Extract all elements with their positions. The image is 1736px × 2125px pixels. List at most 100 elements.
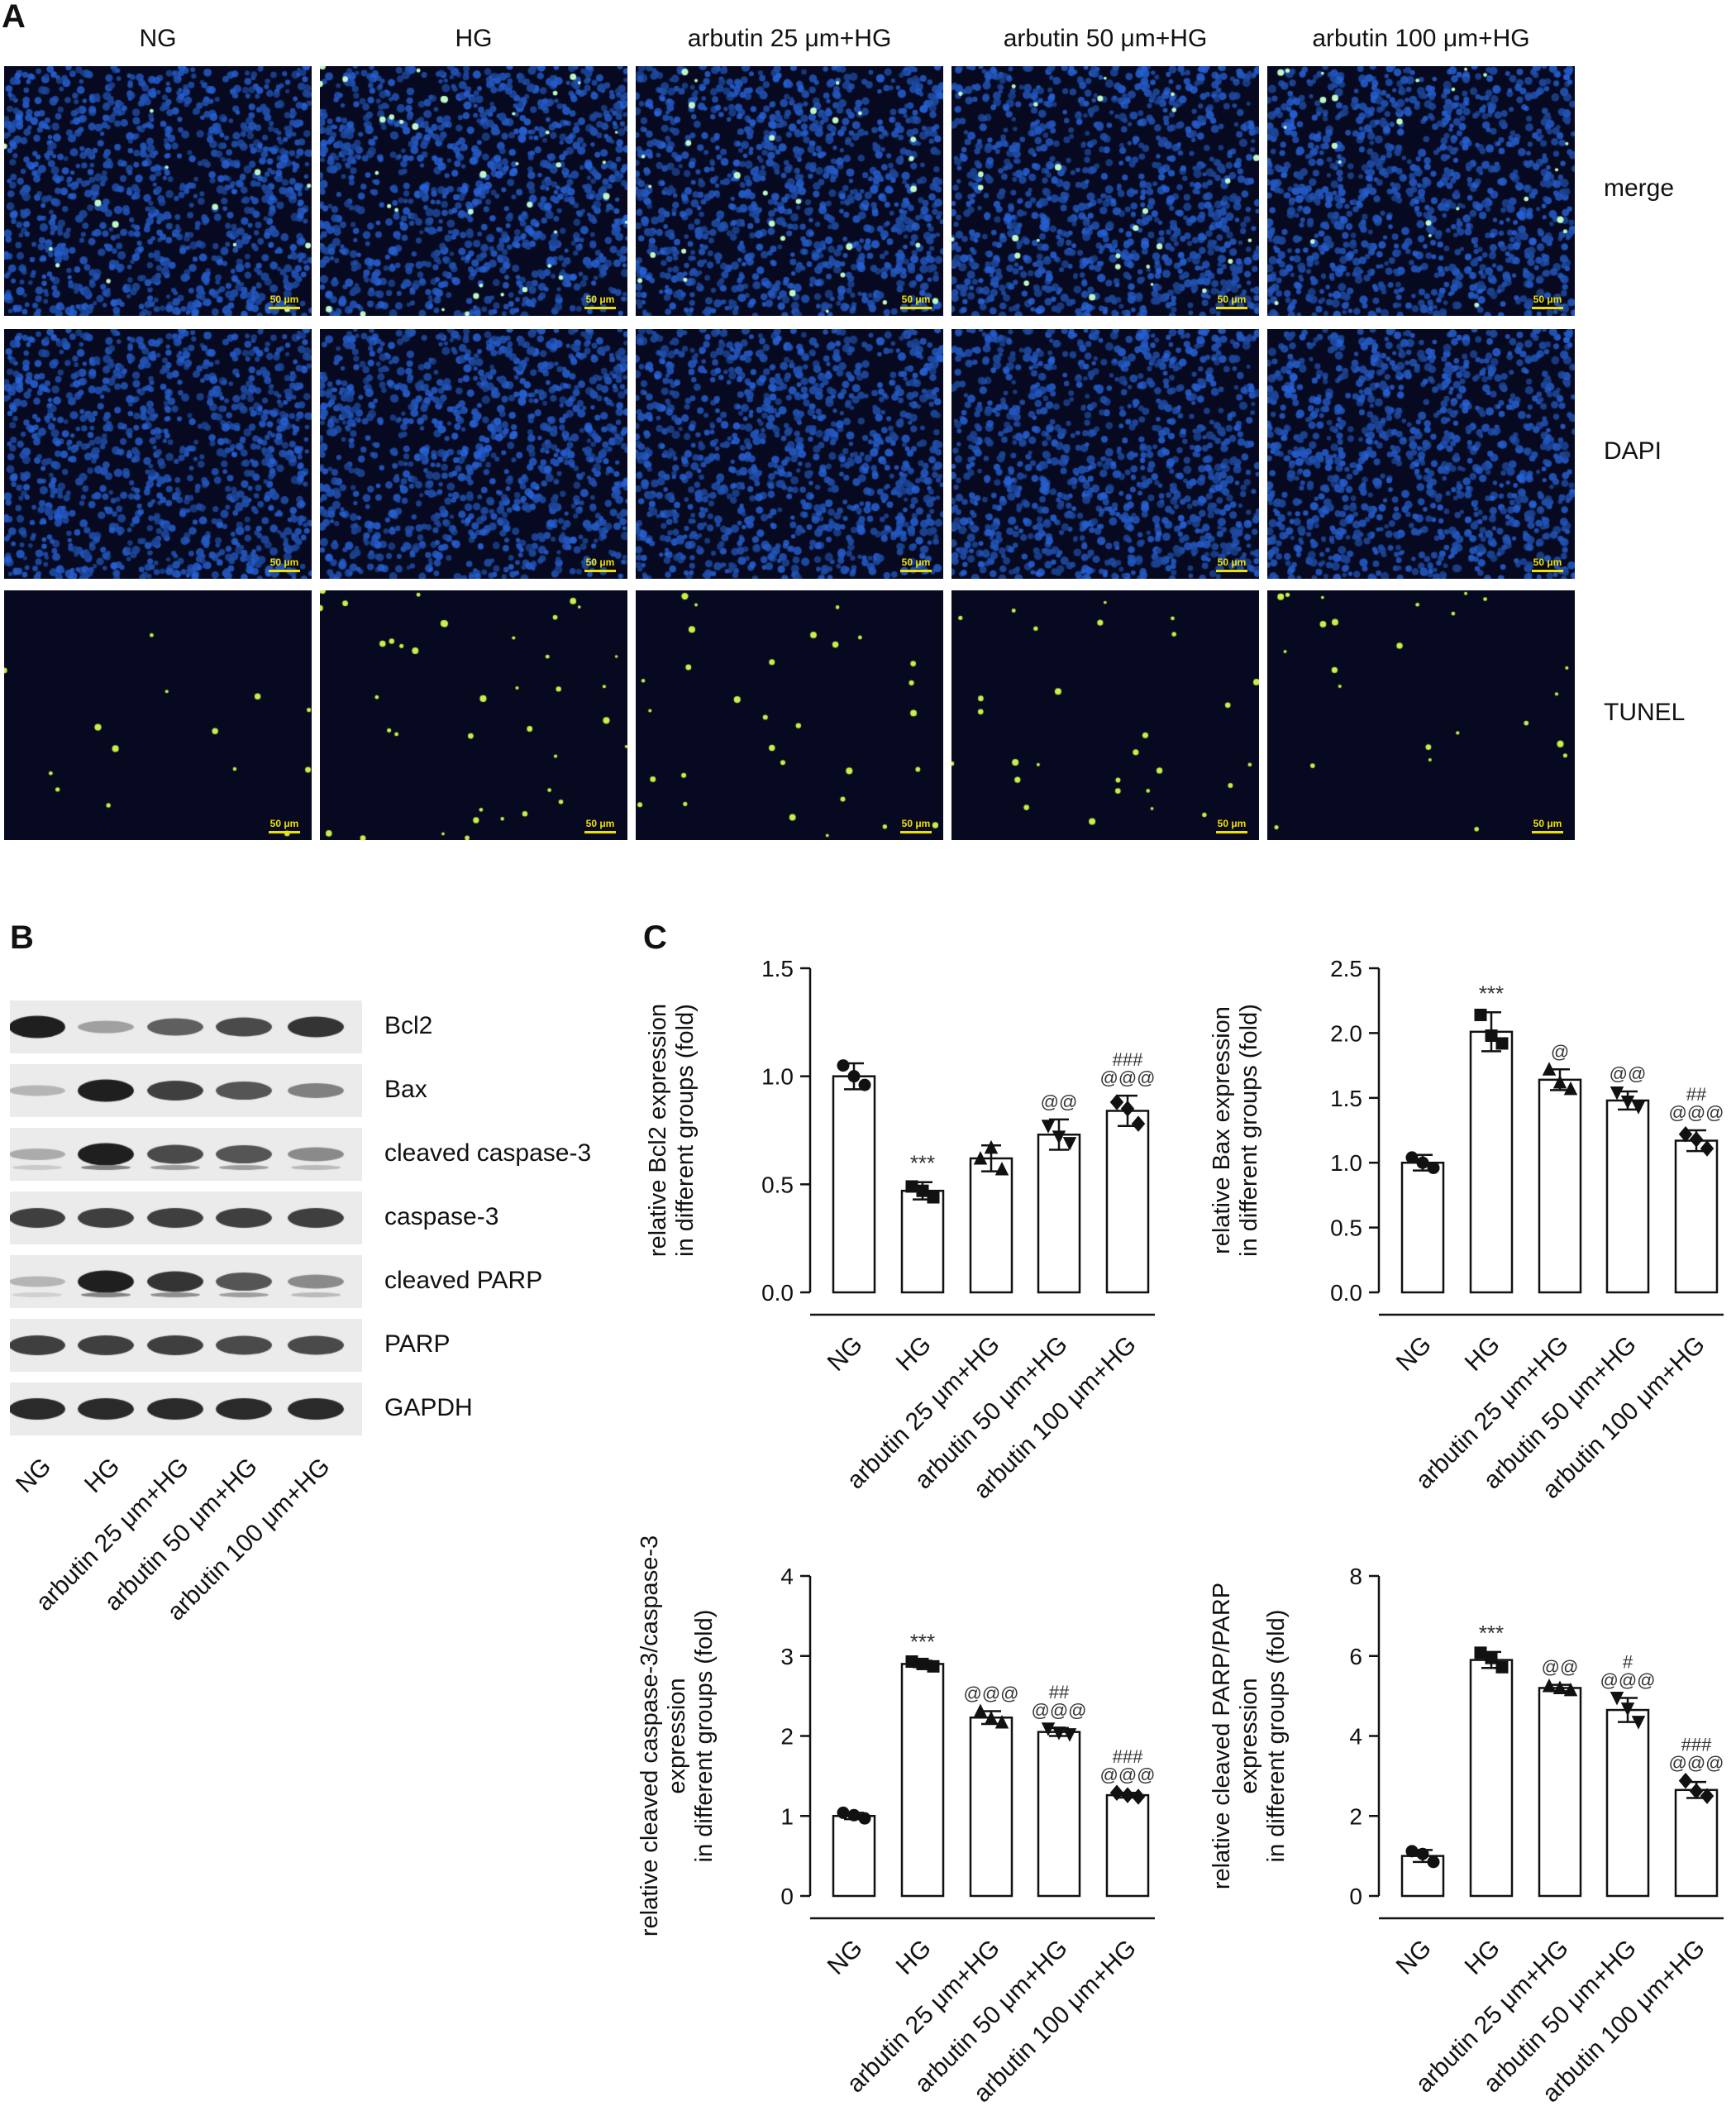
data-point bbox=[973, 1703, 988, 1718]
data-point bbox=[1678, 1772, 1693, 1789]
x-tick-label: arbutin 100 μm+HG bbox=[968, 1331, 1141, 1504]
y-tick-label: 0 bbox=[780, 1884, 794, 1909]
x-tick-label: NG bbox=[1391, 1935, 1437, 1980]
x-tick-label: arbutin 100 μm+HG bbox=[1537, 1935, 1710, 2108]
micrograph-tunel: 50 μm bbox=[4, 590, 312, 840]
data-point bbox=[1610, 1086, 1624, 1101]
scale-bar-label: 50 μm bbox=[1533, 294, 1562, 305]
data-point bbox=[858, 1078, 871, 1091]
scale-bar-label: 50 μm bbox=[585, 818, 615, 829]
scale-bar-line bbox=[584, 570, 616, 572]
scale-bar-line bbox=[900, 831, 932, 833]
data-point bbox=[1542, 1062, 1557, 1076]
scale-bar-line bbox=[1216, 570, 1247, 572]
y-tick-label: 0.5 bbox=[761, 1172, 794, 1197]
micrograph-dapi: 50 μm bbox=[4, 329, 312, 579]
data-point bbox=[1041, 1120, 1056, 1134]
scale-bar-line bbox=[269, 570, 300, 572]
bar bbox=[1674, 1788, 1719, 1898]
data-point bbox=[1485, 1651, 1498, 1664]
y-tick-label: 0.5 bbox=[1330, 1215, 1362, 1241]
bar bbox=[1674, 1139, 1719, 1294]
scale-bar: 50 μm bbox=[1532, 556, 1563, 572]
y-tick-label: 2.0 bbox=[1330, 1020, 1362, 1046]
bar bbox=[1037, 1731, 1081, 1898]
significance-marker: *** bbox=[1479, 1621, 1504, 1645]
micrograph-tunel: 50 μm bbox=[1267, 590, 1575, 840]
micrograph-dapi: 50 μm bbox=[636, 329, 943, 579]
scale-bar-line bbox=[269, 831, 300, 833]
scale-bar-label: 50 μm bbox=[1533, 556, 1562, 568]
blot-band-label: GAPDH bbox=[384, 1394, 473, 1421]
significance-marker: @@@ bbox=[1669, 1102, 1724, 1123]
scale-bar: 50 μm bbox=[1216, 556, 1247, 572]
x-tick-label: arbutin 50 μm+HG bbox=[909, 1331, 1073, 1495]
x-tick-label: NG bbox=[1391, 1331, 1437, 1377]
micrograph-tunel: 50 μm bbox=[320, 590, 627, 840]
bar bbox=[1469, 1659, 1514, 1898]
y-tick-label: 4 bbox=[1349, 1724, 1362, 1750]
data-point bbox=[1427, 1161, 1440, 1174]
x-tick-label: arbutin 50 μm+HG bbox=[1478, 1935, 1642, 2099]
column-header: arbutin 50 μm+HG bbox=[1003, 25, 1208, 52]
data-point bbox=[1427, 1855, 1440, 1869]
bar bbox=[1105, 1110, 1150, 1294]
scale-bar-line bbox=[269, 307, 300, 309]
significance-marker: ### bbox=[1681, 1735, 1712, 1755]
data-point bbox=[1109, 1784, 1124, 1801]
scale-bar: 50 μm bbox=[1532, 294, 1563, 309]
y-tick-label: 4 bbox=[780, 1564, 794, 1589]
significance-marker: @@ bbox=[1542, 1657, 1579, 1678]
blot-band-label: caspase-3 bbox=[384, 1203, 499, 1230]
y-axis-label: in different groups (fold) bbox=[1236, 1004, 1262, 1257]
y-axis-label: expression bbox=[664, 1678, 690, 1793]
y-tick-label: 2.5 bbox=[1330, 956, 1362, 981]
significance-marker: # bbox=[1623, 1652, 1633, 1673]
significance-marker: ### bbox=[1113, 1049, 1143, 1070]
x-tick-label: HG bbox=[891, 1935, 937, 1980]
data-point bbox=[1131, 1115, 1146, 1132]
significance-marker: *** bbox=[910, 1151, 935, 1176]
data-point bbox=[1052, 1130, 1066, 1144]
scale-bar: 50 μm bbox=[900, 818, 932, 833]
data-point bbox=[905, 1180, 918, 1193]
blot-band-label: Bax bbox=[384, 1076, 427, 1103]
bar bbox=[832, 1815, 876, 1898]
data-point bbox=[994, 1715, 1009, 1729]
y-axis-label: in different groups (fold) bbox=[691, 1610, 718, 1863]
scale-bar: 50 μm bbox=[1216, 294, 1247, 309]
data-point bbox=[1700, 1140, 1715, 1157]
blot-band-label: cleaved caspase-3 bbox=[384, 1139, 592, 1167]
scale-bar: 50 μm bbox=[1216, 818, 1247, 833]
data-point bbox=[1495, 1660, 1509, 1674]
bar bbox=[1037, 1133, 1081, 1294]
column-header: arbutin 100 μm+HG bbox=[1312, 25, 1530, 52]
bar bbox=[969, 1157, 1013, 1294]
x-tick-label: arbutin 100 μm+HG bbox=[968, 1935, 1141, 2108]
bar bbox=[969, 1716, 1013, 1898]
data-point bbox=[1120, 1101, 1135, 1117]
panel-c-letter: C bbox=[643, 919, 667, 956]
bar bbox=[1538, 1687, 1582, 1898]
y-axis-label: in different groups (fold) bbox=[1263, 1610, 1290, 1863]
micrograph-dapi: 50 μm bbox=[1267, 329, 1575, 579]
scale-bar-label: 50 μm bbox=[901, 818, 931, 829]
scale-bar-line bbox=[584, 307, 616, 309]
data-point bbox=[1689, 1783, 1704, 1800]
blot-strip bbox=[10, 1064, 362, 1117]
blot-strip bbox=[10, 1382, 362, 1435]
scale-bar-label: 50 μm bbox=[269, 818, 299, 829]
scale-bar: 50 μm bbox=[269, 294, 300, 309]
bar bbox=[1105, 1793, 1150, 1898]
data-point bbox=[1416, 1847, 1429, 1860]
data-point bbox=[1416, 1156, 1429, 1169]
micrograph-tunel: 50 μm bbox=[951, 590, 1259, 840]
row-label-dapi: DAPI bbox=[1604, 437, 1662, 465]
y-tick-label: 1.5 bbox=[761, 956, 794, 981]
x-tick-label: NG bbox=[823, 1935, 868, 1980]
y-tick-label: 0.0 bbox=[761, 1280, 794, 1306]
significance-marker: ### bbox=[1113, 1746, 1143, 1767]
bar bbox=[1605, 1099, 1650, 1294]
data-point bbox=[847, 1070, 861, 1083]
blot-lane-label: HG bbox=[79, 1452, 126, 1499]
